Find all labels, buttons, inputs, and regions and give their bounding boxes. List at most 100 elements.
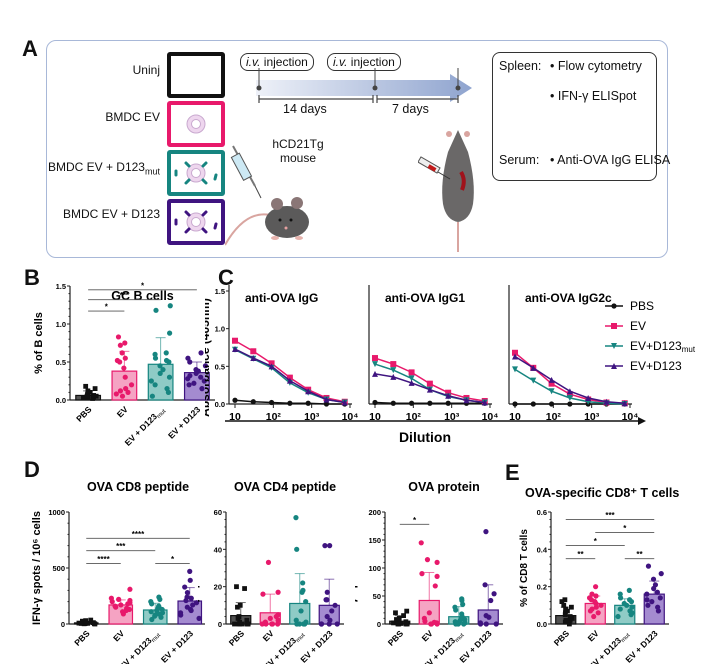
data-point-triangle-up [286,377,293,384]
data-point-square [232,337,238,344]
data-point [113,391,119,397]
data-point [127,597,133,604]
data-point-circle [268,399,275,406]
data-point-square [268,360,275,367]
y-tick-label: 20 [214,583,222,592]
data-point [459,596,465,602]
x-tick-label: 10⁴ [622,411,639,423]
data-point [152,351,158,357]
syringe-icon [230,145,262,199]
y-tick-label: 500 [52,564,65,573]
readout-anti-ova-elisa: • Anti-OVA IgG ELISA [550,153,671,167]
data-point-triangle-up [566,388,573,395]
data-point-circle [372,399,378,406]
data-point-triangle-up [611,363,617,369]
data-point [595,610,601,616]
data-point [418,540,424,546]
data-point [329,608,335,614]
data-point [483,613,489,619]
data-point [148,599,154,605]
data-point [326,621,332,627]
data-point-square [286,374,293,381]
data-point [301,621,307,627]
significance-label: *** [120,291,130,300]
data-point [112,603,118,609]
significance-label: *** [605,511,615,520]
data-point [91,621,97,627]
x-tick-label: 10² [406,411,422,423]
data-point-triangle-up [323,396,330,403]
significance-label: * [171,555,175,564]
data-point [322,543,328,549]
chart-ova-protein: OVA protein 0 50 100 150 200 IFN-γ spots / 10⁶… [355,480,503,664]
y-tick-label: 0.0 [215,400,225,409]
data-point-circle [567,401,573,407]
data-point [123,607,129,614]
data-point [566,621,572,627]
data-point [122,374,128,380]
y-tick-label: 0.5 [215,362,225,371]
mouse-strain-label: hCD21Tg mouse [272,137,324,165]
data-point-triangle-down [548,388,555,395]
x-tick-label: 10 [369,411,381,423]
data-point-triangle-up [250,355,257,362]
chart-title: OVA CD8 peptide [87,480,189,494]
data-point-circle [232,397,238,403]
data-point [567,614,573,619]
dissected-mouse-illustration [418,130,474,252]
x-tick-label: 10² [546,411,562,423]
x-tick-label: EV + D123 [457,628,494,664]
x-tick-label: EV [586,628,601,643]
x-axis-label: Dilution [399,429,451,445]
data-point-square [445,389,452,396]
data-point [303,599,309,605]
data-point [260,591,266,597]
data-point [91,393,96,398]
chart-title: OVA protein [408,480,480,494]
data-point-square [566,391,573,398]
data-point [125,389,131,395]
data-point-circle [287,400,293,406]
mouse-top-view-icon [442,130,474,252]
data-point [655,604,661,610]
data-point [561,602,567,608]
x-tick-label: EV + D123 [159,628,196,664]
data-point [157,370,163,376]
data-point [432,583,438,589]
data-point [649,599,655,605]
data-point-triangle-down [530,377,537,384]
y-tick-label: 200 [368,508,381,517]
data-point [615,613,621,620]
data-point [234,584,239,590]
data-point [122,340,128,346]
y-tick-label: 0.2 [537,583,547,592]
data-point-triangle-up [530,364,537,371]
data-point [459,611,465,617]
significance-label: * [105,303,109,312]
data-point [391,620,396,626]
data-point [652,582,659,588]
data-point [629,604,635,610]
data-point [164,386,170,392]
group-box-bmdc-ev-d123 [167,199,225,245]
data-point-triangle-down [566,394,573,401]
y-tick-label: 1000 [48,508,65,517]
readout-ifn-elispot: • IFN-γ ELISpot [550,89,637,103]
y-tick-label: 1.0 [56,320,66,329]
data-point [166,374,173,380]
spleen-icon [459,170,466,191]
data-point-circle [408,400,415,406]
x-tick-label: PBS [72,628,92,648]
data-point [332,602,338,608]
data-point [334,621,340,627]
data-point [293,515,299,521]
data-point-circle [250,399,256,405]
data-point [434,573,440,579]
blood-syringe-icon [418,156,451,180]
y-axis-label: IFN-γ spots / 10⁶ cells [198,511,200,625]
data-point [167,303,173,309]
data-point [488,597,494,604]
data-point [160,367,166,373]
x-tick-label: PBS [74,404,94,424]
